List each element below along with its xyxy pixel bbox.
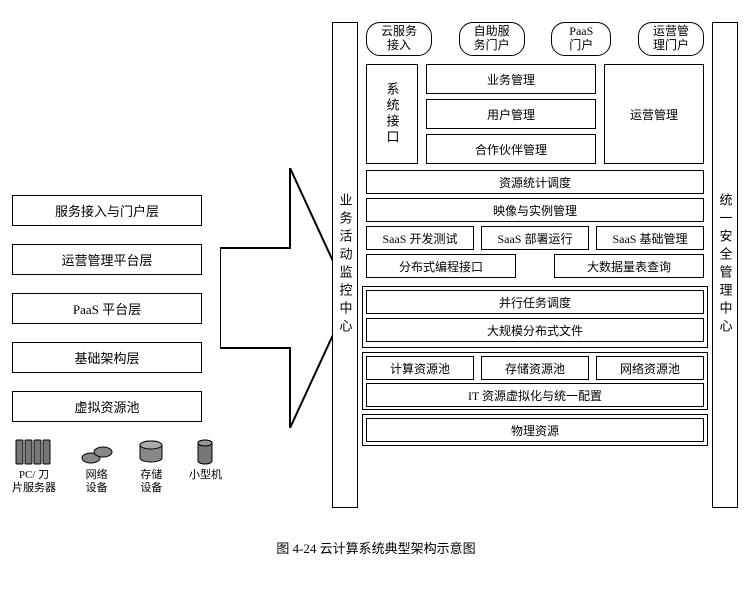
biz-mgmt: 业务管理: [426, 64, 596, 94]
left-layers: 服务接入与门户层 运营管理平台层 PaaS 平台层 基础架构层 虚拟资源池: [12, 195, 202, 422]
layer-ops-platform: 运营管理平台层: [12, 244, 202, 275]
pillar-security-center: 统一安全管理中心: [712, 22, 738, 508]
layer-paas: PaaS 平台层: [12, 293, 202, 324]
icon-blade-server: PC/ 刀 片服务器: [12, 438, 56, 494]
icon-network: 网络 设备: [80, 438, 114, 494]
icon-label: 网络: [86, 469, 108, 482]
mgmt-mid-col: 业务管理 用户管理 合作伙伴管理: [426, 64, 596, 164]
diagram-canvas: 服务接入与门户层 运营管理平台层 PaaS 平台层 基础架构层 虚拟资源池 PC…: [12, 18, 740, 578]
portal-cloud-access: 云服务 接入: [366, 22, 432, 56]
portal-label: 自助服 务门户: [474, 25, 510, 53]
icon-label: 设备: [86, 482, 108, 495]
portal-label: 运营管 理门户: [653, 25, 689, 53]
storage-pool: 存储资源池: [481, 356, 589, 380]
figure-caption: 图 4-24 云计算系统典型架构示意图: [12, 538, 740, 557]
portal-label: 云服务 接入: [381, 25, 417, 53]
row-image-instance: 映像与实例管理: [366, 198, 704, 222]
row-physical: 物理资源: [366, 418, 704, 442]
row-saas: SaaS 开发测试 SaaS 部署运行 SaaS 基础管理: [366, 226, 704, 250]
layer-vpool: 虚拟资源池: [12, 391, 202, 422]
row-dist-bigdata: 分布式编程接口 大数据量表查询: [366, 254, 704, 278]
portal-ops: 运营管 理门户: [638, 22, 704, 56]
minicomputer-icon: [195, 438, 215, 466]
saas-base: SaaS 基础管理: [596, 226, 704, 250]
portal-selfservice: 自助服 务门户: [459, 22, 525, 56]
layer-service-access: 服务接入与门户层: [12, 195, 202, 226]
icon-label: PC/ 刀: [19, 469, 49, 482]
icon-minicomputer: 小型机: [189, 438, 222, 494]
compute-pool: 计算资源池: [366, 356, 474, 380]
bigdata-query: 大数据量表查询: [554, 254, 704, 278]
saas-dev: SaaS 开发测试: [366, 226, 474, 250]
icon-storage: 存储 设备: [137, 438, 165, 494]
icon-label: 小型机: [189, 469, 222, 482]
icon-label: 片服务器: [12, 482, 56, 495]
arrow-icon: [220, 168, 350, 428]
icon-label: 存储: [140, 469, 162, 482]
user-mgmt: 用户管理: [426, 99, 596, 129]
icon-label: 设备: [140, 482, 162, 495]
partner-mgmt: 合作伙伴管理: [426, 134, 596, 164]
portal-label: PaaS 门户: [569, 25, 593, 53]
layer-infra: 基础架构层: [12, 342, 202, 373]
mgmt-block: 系统接口 业务管理 用户管理 合作伙伴管理 运营管理: [366, 64, 704, 164]
row-pools: 计算资源池 存储资源池 网络资源池: [366, 356, 704, 380]
row-virtualization: IT 资源虚拟化与统一配置: [366, 383, 704, 407]
storage-icon: [137, 438, 165, 466]
left-icons-row: PC/ 刀 片服务器 网络 设备 存储 设备: [12, 438, 222, 494]
row-parallel-sched: 并行任务调度: [366, 290, 704, 314]
row-resource-sched: 资源统计调度: [366, 170, 704, 194]
ops-mgmt: 运营管理: [604, 64, 704, 164]
network-icon: [80, 438, 114, 466]
row-dist-file: 大规模分布式文件: [366, 318, 704, 342]
portal-paas: PaaS 门户: [551, 22, 611, 56]
saas-deploy: SaaS 部署运行: [481, 226, 589, 250]
system-interface: 系统接口: [366, 64, 418, 164]
dist-api: 分布式编程接口: [366, 254, 516, 278]
portal-row: 云服务 接入 自助服 务门户 PaaS 门户 运营管 理门户: [366, 22, 704, 56]
server-icon: [14, 438, 54, 466]
pillar-monitor-center: 业务活动监控中心: [332, 22, 358, 508]
network-pool: 网络资源池: [596, 356, 704, 380]
